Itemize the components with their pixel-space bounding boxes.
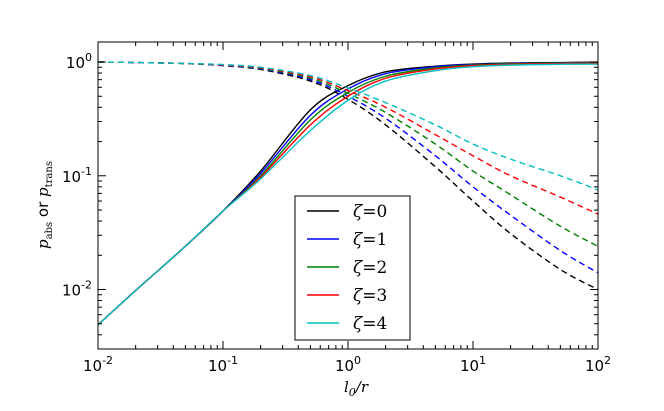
- x-tick-label: 100: [335, 354, 361, 375]
- chart-lines: [98, 61, 598, 326]
- series-3-p-trans-line: [98, 61, 598, 215]
- legend-label-1: ζ=1: [353, 230, 387, 250]
- legend-label-3: ζ=3: [353, 286, 387, 306]
- series-4-p-trans-line: [98, 61, 598, 191]
- y-tick-label: 100: [66, 51, 92, 72]
- axis-ticks: 10-2 10-1 100 101 102 10-2 10-1 100: [62, 42, 611, 375]
- y-tick-label: 10-2: [62, 279, 92, 300]
- x-tick-label: 10-1: [208, 354, 238, 375]
- series-2-p-trans-line: [98, 61, 598, 247]
- x-axis-label: l0/r: [344, 378, 369, 399]
- legend-label-2: ζ=2: [353, 258, 387, 278]
- legend-label-4: ζ=4: [353, 314, 387, 334]
- x-tick-label: 102: [585, 354, 611, 375]
- legend-box: [294, 195, 411, 341]
- legend: ζ=0 ζ=1 ζ=2 ζ=3 ζ=4: [294, 195, 411, 341]
- series-0-p-trans-line: [98, 61, 598, 291]
- y-axis-label: pabs or ptrans: [34, 161, 55, 249]
- y-tick-label: 10-1: [62, 165, 92, 186]
- x-tick-label: 101: [460, 354, 486, 375]
- x-tick-label: 10-2: [83, 354, 113, 375]
- legend-label-0: ζ=0: [353, 202, 387, 222]
- series-4-p-abs-line: [98, 63, 598, 326]
